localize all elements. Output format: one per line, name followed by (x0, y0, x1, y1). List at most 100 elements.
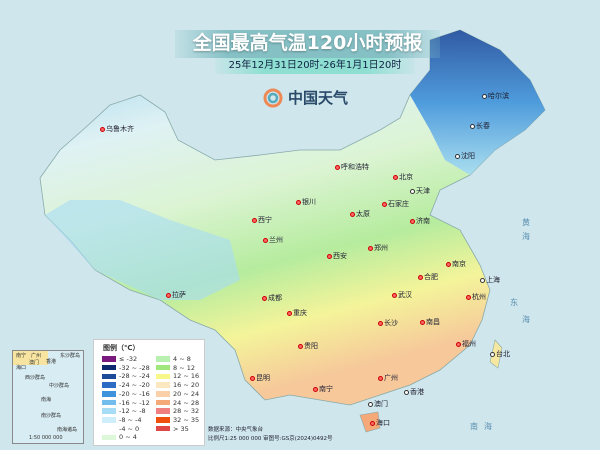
city-label: 福州 (456, 340, 476, 348)
city-label: 天津 (410, 187, 430, 195)
legend-label: ≤ -32 (119, 355, 138, 363)
inset-label: 香港 (46, 359, 57, 365)
legend-item: 12 ~ 16 (156, 372, 199, 380)
title-band (175, 30, 440, 58)
legend-item: -12 ~ -8 (102, 407, 146, 415)
city-label: 长沙 (378, 319, 398, 327)
legend-item: -16 ~ -12 (102, 399, 150, 407)
city-label: 海口 (370, 419, 390, 427)
legend-label: -20 ~ -16 (119, 389, 150, 398)
legend-label: -32 ~ -28 (119, 363, 150, 372)
legend-item: 20 ~ 24 (156, 390, 199, 398)
legend-label: 32 ~ 35 (173, 415, 200, 424)
legend-swatch (102, 373, 116, 380)
legend-label: -12 ~ -8 (119, 407, 146, 416)
legend-swatch (102, 425, 116, 432)
inset-label: 西沙群岛 (25, 375, 46, 381)
legend-label: -16 ~ -12 (119, 398, 150, 407)
legend-swatch (156, 425, 170, 432)
sea-label: 海 (522, 315, 530, 324)
sea-label: 东 (510, 298, 518, 307)
footer-source: 数据来源：中央气象台 比例尺1:25 000 000 审图号:GS京(2024)… (208, 426, 332, 444)
legend-label: 20 ~ 24 (173, 389, 200, 398)
city-label: 西安 (327, 252, 347, 260)
legend-swatch (102, 408, 116, 414)
legend-label: 24 ~ 28 (173, 398, 200, 407)
legend-item: 32 ~ 35 (156, 416, 199, 424)
inset-label: 南宁 (16, 353, 27, 359)
legend-swatch (156, 373, 170, 380)
legend-item: > 35 (156, 425, 189, 433)
city-label: 长春 (470, 122, 490, 130)
legend-item: 28 ~ 32 (156, 407, 199, 415)
legend-label: 0 ~ 4 (119, 433, 137, 442)
city-label: 武汉 (392, 291, 412, 299)
city-label: 南京 (446, 260, 466, 268)
inset-label: 南海诸岛 (57, 427, 78, 433)
legend-swatch (156, 391, 170, 397)
city-label: 拉萨 (166, 291, 186, 299)
city-label: 南昌 (420, 318, 440, 326)
city-label: 贵阳 (298, 342, 318, 350)
city-label: 沈阳 (455, 152, 475, 160)
inset-label: 南沙群岛 (41, 413, 62, 419)
logo-text: 中国天气 (288, 89, 349, 107)
subtitle-band (215, 58, 415, 74)
legend-title: 图例（℃） (103, 344, 140, 352)
inset-scale: 1:50 000 000 (29, 435, 63, 441)
tibet-cold-region (45, 200, 240, 300)
china-weather-logo: 中国天气 (263, 88, 348, 108)
legend-item: 0 ~ 4 (102, 433, 137, 441)
legend-label: -8 ~ -4 (119, 415, 142, 424)
legend-label: 4 ~ 8 (173, 355, 191, 363)
city-label: 石家庄 (382, 200, 409, 208)
city-label: 济南 (410, 217, 430, 225)
legend-item: -4 ~ 0 (102, 425, 139, 433)
legend-label: > 35 (173, 424, 189, 433)
legend-swatch (156, 399, 170, 406)
legend-item: -24 ~ -20 (102, 381, 150, 389)
city-label: 呼和浩特 (335, 163, 369, 171)
city-label: 郑州 (368, 244, 388, 252)
inset-label: 澳门 (29, 360, 40, 366)
city-label: 成都 (262, 294, 282, 302)
legend-label: 8 ~ 12 (173, 363, 195, 372)
legend-swatch (156, 356, 170, 362)
legend-label: -24 ~ -20 (119, 381, 150, 390)
city-label: 重庆 (287, 309, 307, 317)
legend-label: -28 ~ -24 (119, 372, 150, 381)
legend-item: -32 ~ -28 (102, 364, 150, 372)
city-label: 杭州 (466, 293, 486, 301)
page-title: 全国最高气温120小时预报 (192, 32, 423, 54)
city-label: 西宁 (252, 216, 272, 224)
sea-label: 黄 (522, 218, 530, 227)
legend-item: -20 ~ -16 (102, 390, 150, 398)
legend-item: -28 ~ -24 (102, 372, 150, 380)
city-label: 台北 (490, 350, 510, 358)
data-source: 数据来源：中央气象台 (208, 427, 264, 433)
city-label: 北京 (393, 173, 413, 181)
city-label: 澳门 (368, 400, 388, 408)
legend-swatch (102, 434, 116, 441)
china-mainland (39, 29, 546, 406)
legend-swatch (102, 417, 116, 423)
sea-label: 海 (522, 232, 530, 241)
inset-label: 海口 (16, 365, 27, 371)
legend-item: ≤ -32 (102, 355, 137, 363)
city-label: 哈尔滨 (482, 92, 509, 100)
city-label: 乌鲁木齐 (100, 125, 134, 133)
city-label: 银川 (296, 198, 316, 206)
legend-swatch (102, 356, 116, 362)
city-label: 兰州 (263, 236, 283, 244)
legend-swatch (102, 399, 116, 406)
legend-label: 28 ~ 32 (173, 407, 200, 416)
legend-label: 16 ~ 20 (173, 381, 200, 390)
legend-swatch (156, 417, 170, 423)
city-label: 昆明 (250, 374, 270, 382)
legend-swatch (102, 364, 116, 371)
city-label: 上海 (480, 276, 500, 284)
legend-item: -8 ~ -4 (102, 416, 142, 424)
pinwheel-logo-icon (263, 88, 283, 108)
scale-info: 比例尺1:25 000 000 审图号:GS京(2024)0492号 (208, 436, 333, 442)
